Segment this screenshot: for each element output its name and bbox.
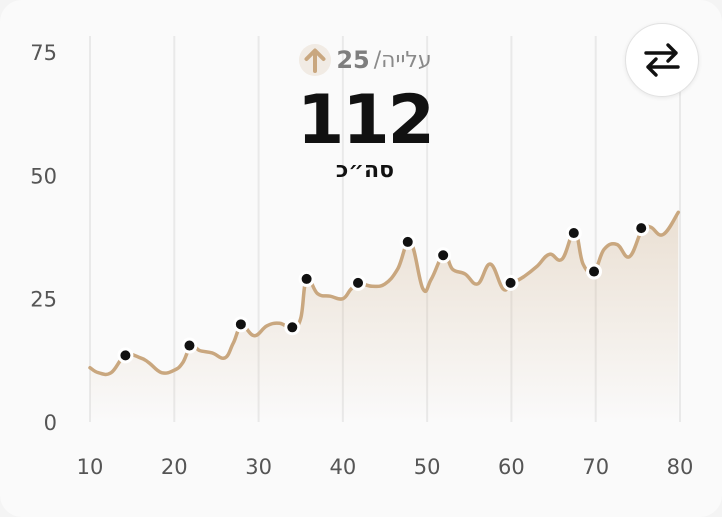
y-axis-labels: 0 25 50 75 [30, 41, 57, 435]
data-point-marker [350, 274, 367, 291]
data-point-marker [565, 225, 582, 242]
swap-button[interactable] [625, 23, 699, 97]
x-tick-label: 70 [582, 455, 609, 479]
data-markers [117, 220, 650, 364]
data-point-marker [502, 274, 519, 291]
x-tick-label: 60 [498, 455, 525, 479]
x-tick-label: 20 [161, 455, 188, 479]
series-area [90, 212, 679, 422]
x-tick-label: 10 [77, 455, 104, 479]
x-axis-labels: 10 20 30 40 50 60 70 80 [77, 455, 694, 479]
data-point-marker [284, 319, 301, 336]
total-value: 112 [297, 81, 435, 160]
data-point-marker [298, 270, 315, 287]
swap-arrows-icon [644, 43, 680, 77]
data-point-marker [117, 347, 134, 364]
change-value: 25 [336, 46, 370, 74]
change-label: עלייה/ [373, 47, 432, 73]
total-label: סה״כ [335, 158, 395, 183]
x-tick-label: 80 [667, 455, 694, 479]
y-tick-label: 50 [30, 164, 57, 188]
data-point-marker [232, 316, 249, 333]
grid-lines [89, 36, 681, 422]
data-point-marker [586, 263, 603, 280]
x-tick-label: 30 [245, 455, 272, 479]
x-tick-label: 40 [329, 455, 356, 479]
y-tick-label: 0 [44, 411, 57, 435]
y-tick-label: 25 [30, 288, 57, 312]
data-point-marker [435, 247, 452, 264]
x-tick-label: 50 [414, 455, 441, 479]
data-point-marker [181, 337, 198, 354]
change-row: עלייה/ 25 [215, 38, 515, 82]
arrow-up-icon [298, 43, 332, 77]
y-tick-label: 75 [30, 41, 57, 65]
data-point-marker [399, 233, 416, 250]
data-point-marker [633, 220, 650, 237]
summary-header: עלייה/ 25 112 סה״כ [215, 38, 515, 183]
